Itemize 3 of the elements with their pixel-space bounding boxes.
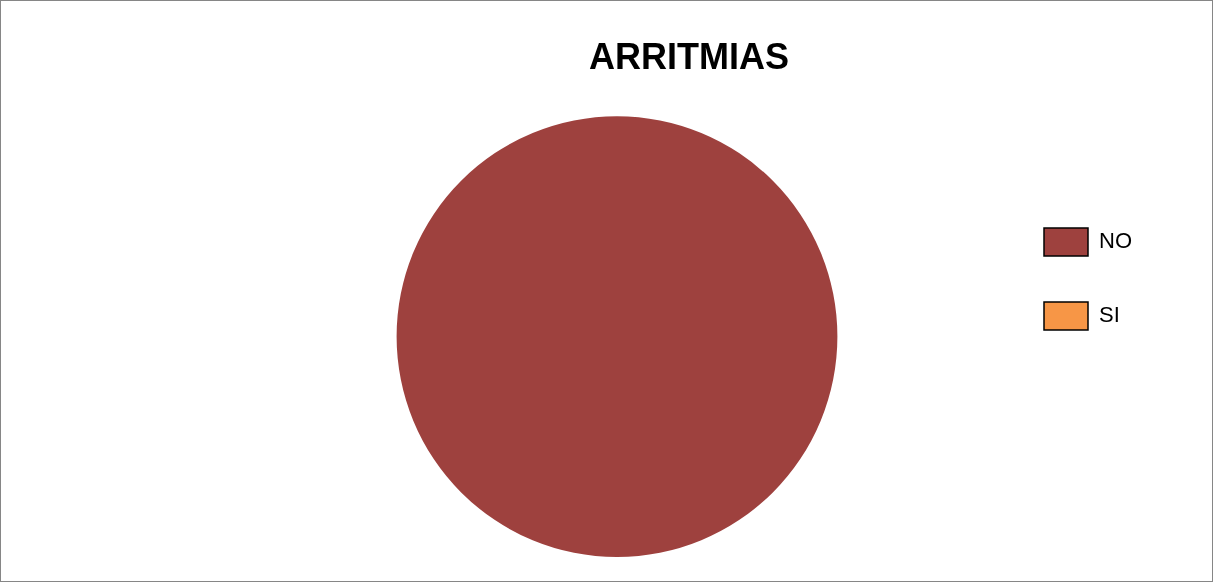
- legend-label: SI: [1099, 302, 1120, 328]
- legend-label: NO: [1099, 228, 1132, 254]
- chart-title: ARRITMIAS: [589, 35, 789, 77]
